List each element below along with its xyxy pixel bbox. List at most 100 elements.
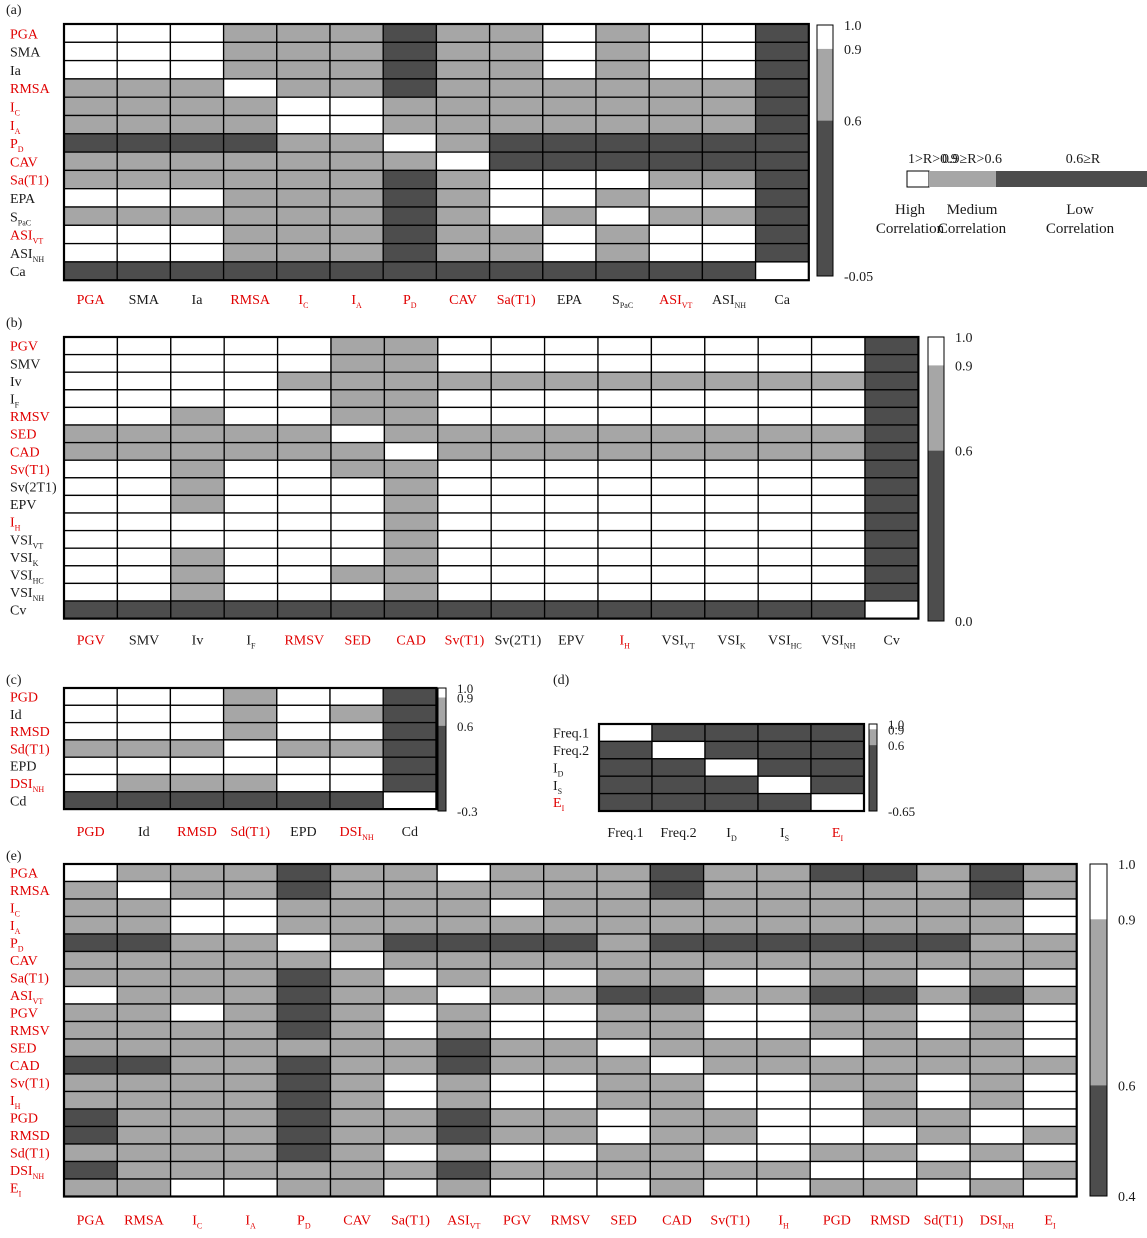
heatmap-cell	[543, 459, 599, 479]
column-label: Freq.2	[660, 826, 696, 841]
heatmap-cell	[382, 773, 438, 793]
heatmap-cell	[810, 512, 866, 532]
heatmap-cell	[542, 41, 597, 62]
heatmap-cell	[329, 933, 385, 953]
column-label: VSIHC	[768, 634, 802, 651]
heatmap-cell	[276, 863, 332, 883]
heatmap-cell	[489, 1143, 545, 1163]
heatmap-cell	[437, 565, 492, 585]
heatmap-cell	[223, 915, 278, 935]
heatmap-cell	[276, 389, 332, 409]
heatmap-cell	[701, 41, 757, 62]
heatmap-cell	[704, 389, 759, 409]
heatmap-cell	[329, 1038, 385, 1058]
heatmap-cell	[490, 336, 546, 356]
heatmap-cell	[437, 424, 492, 444]
heatmap-cell	[116, 1073, 172, 1093]
heatmap-cell	[169, 915, 225, 935]
heatmap-cell	[596, 950, 651, 970]
heatmap-cell	[329, 880, 385, 900]
heatmap-cell	[543, 565, 599, 585]
heatmap-cell	[276, 600, 332, 620]
heatmap-cell	[435, 224, 491, 245]
heatmap-cell	[223, 1003, 278, 1023]
heatmap-cell	[169, 739, 225, 758]
heatmap-cell	[276, 406, 332, 426]
heatmap-cell	[1022, 1178, 1078, 1198]
heatmap-cell	[223, 494, 279, 514]
heatmap-cell	[435, 169, 491, 190]
heatmap-cell	[169, 224, 225, 245]
column-label: Sa(T1)	[391, 1214, 430, 1229]
colorbar-frame	[437, 687, 447, 812]
heatmap-cell	[222, 261, 278, 281]
heatmap-cell	[170, 406, 225, 426]
heatmap-cell	[810, 547, 866, 567]
heatmap-cell	[596, 1160, 651, 1180]
heatmap-cell	[330, 600, 386, 620]
heatmap-cell	[916, 1143, 971, 1163]
heatmap-cell	[222, 23, 278, 43]
heatmap-cell	[704, 371, 759, 391]
row-label: IA	[10, 919, 21, 936]
heatmap-cell	[596, 1178, 651, 1198]
heatmap-cell	[809, 1160, 865, 1180]
colorbar-tick-label: 0.9	[888, 722, 904, 737]
legend-category-label: High	[895, 202, 926, 218]
heatmap-cell	[488, 242, 544, 263]
heatmap-cell	[116, 96, 172, 117]
heatmap-frame	[62, 686, 438, 811]
heatmap-cell	[756, 1108, 811, 1128]
heatmap-cell	[757, 494, 813, 514]
heatmap-cell	[116, 1160, 172, 1180]
row-label: RMSD	[10, 1129, 50, 1144]
heatmap-cell	[597, 424, 653, 444]
heatmap-cell	[382, 687, 438, 706]
heatmap-cell	[756, 1020, 811, 1040]
heatmap-cell	[435, 151, 491, 172]
heatmap-cell	[436, 1178, 492, 1198]
row-label: Sv(T1)	[10, 463, 50, 478]
heatmap-cell	[63, 1073, 118, 1093]
heatmap-cell	[810, 424, 866, 444]
heatmap-cell	[488, 23, 544, 43]
column-label: ASINH	[712, 293, 746, 310]
row-label: CAD	[10, 1059, 40, 1074]
heatmap-cell	[223, 1108, 278, 1128]
heatmap-cell	[276, 704, 331, 724]
heatmap-cell	[754, 206, 810, 226]
heatmap-cell	[916, 1020, 971, 1040]
heatmap-cell	[543, 600, 599, 620]
heatmap-cell	[382, 151, 438, 172]
heatmap-cell	[596, 915, 651, 935]
heatmap-cell	[383, 898, 438, 918]
heatmap-cell	[116, 1090, 172, 1110]
heatmap-cell	[329, 791, 384, 810]
heatmap-cell	[702, 1125, 758, 1145]
heatmap-cell	[809, 1003, 865, 1023]
heatmap-cell	[436, 1020, 492, 1040]
heatmap-cell	[809, 1038, 865, 1058]
heatmap-cell	[276, 1178, 332, 1198]
row-label: PGV	[10, 1007, 38, 1022]
heatmap-cell	[757, 758, 812, 777]
heatmap-cell	[170, 547, 225, 567]
heatmap-cell	[864, 406, 920, 426]
heatmap-cell	[543, 494, 599, 514]
heatmap-cell	[436, 985, 492, 1005]
heatmap-cell	[754, 188, 810, 208]
heatmap-cell	[170, 529, 225, 549]
heatmap-cell	[63, 756, 118, 776]
heatmap-cell	[1022, 1160, 1078, 1180]
heatmap-cell	[276, 547, 332, 567]
heatmap-cell	[704, 547, 759, 567]
heatmap-cell	[436, 1003, 492, 1023]
heatmap-cell	[490, 582, 546, 602]
heatmap-cell	[382, 78, 438, 98]
heatmap-cell	[702, 950, 758, 970]
heatmap-cell	[170, 459, 225, 479]
heatmap-cell	[383, 424, 439, 444]
heatmap-cell	[383, 1178, 438, 1198]
row-label: EPA	[10, 192, 36, 207]
heatmap-cell	[329, 169, 384, 190]
